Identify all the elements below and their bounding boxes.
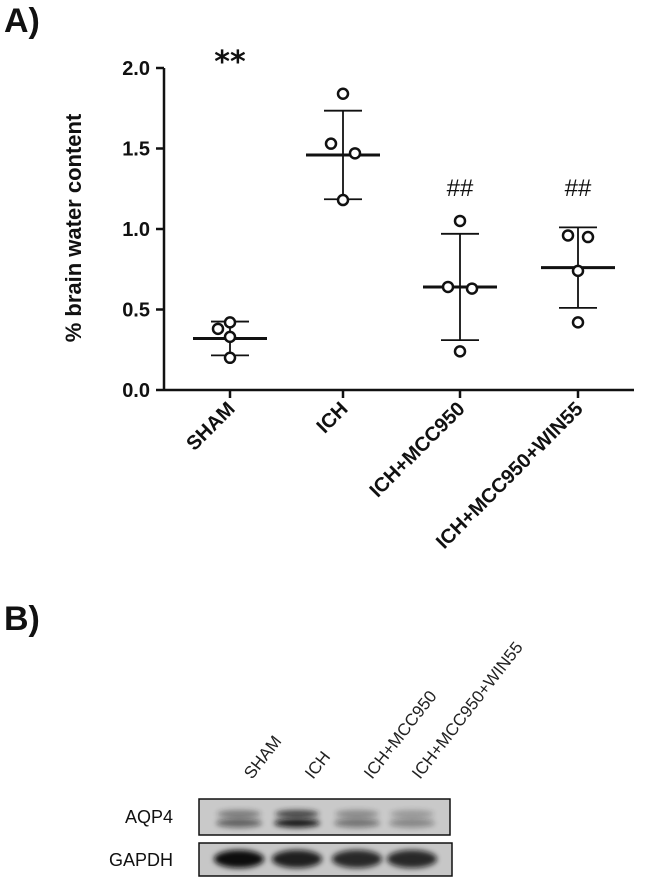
x-tick-label: ICH <box>313 398 353 438</box>
data-point <box>581 230 595 244</box>
data-point <box>465 282 479 295</box>
scatter-plot: % brain water content 0.0 0.5 1.0 1.5 2.0 SH… <box>61 45 634 553</box>
gapdh-band <box>332 850 382 868</box>
data-point <box>571 264 585 278</box>
aqp4-band-upper <box>217 810 261 818</box>
y-tick-label: 0.0 <box>122 380 150 402</box>
data-point <box>211 322 225 336</box>
aqp4-band-lower <box>334 818 380 828</box>
panel-a-label: A) <box>4 2 40 40</box>
aqp4-band-upper <box>390 810 434 818</box>
aqp4-band-lower <box>389 818 435 828</box>
y-tick-label: 1.0 <box>122 219 150 241</box>
x-tick-label: ICH+MCC950 <box>366 398 470 502</box>
aqp4-band-upper <box>275 810 319 818</box>
data-point <box>336 87 350 101</box>
gapdh-band <box>214 850 264 868</box>
gapdh-band <box>387 850 437 868</box>
gapdh-band <box>272 850 322 868</box>
data-point <box>441 280 455 294</box>
data-point <box>223 316 237 329</box>
aqp4-band-lower <box>274 818 320 828</box>
aqp4-band-upper <box>335 810 379 818</box>
data-point <box>223 351 237 365</box>
data-point <box>453 214 467 228</box>
data-point <box>571 316 585 329</box>
significance-annotation: ## <box>565 175 592 202</box>
data-point <box>324 137 338 150</box>
data-point <box>336 193 350 207</box>
aqp4-band-lower <box>216 818 262 828</box>
y-tick-label: 1.5 <box>122 139 150 161</box>
blot-row-label: AQP4 <box>125 807 173 827</box>
blot-lane-label: SHAM <box>240 732 285 782</box>
y-tick-label: 2.0 <box>122 58 150 80</box>
data-point <box>561 229 575 242</box>
significance-annotation: ## <box>447 175 474 202</box>
data-point <box>223 330 237 344</box>
blot-lane-label: ICH <box>301 748 334 783</box>
significance-annotation: ** <box>214 45 246 80</box>
data-point <box>348 147 362 160</box>
y-tick-label: 0.5 <box>122 300 150 322</box>
panel-b-label: B) <box>4 600 40 638</box>
blot-row-label: GAPDH <box>109 850 173 870</box>
data-point <box>453 345 467 358</box>
x-tick-label: SHAM <box>182 398 239 455</box>
y-axis-label: % brain water content <box>61 113 86 342</box>
